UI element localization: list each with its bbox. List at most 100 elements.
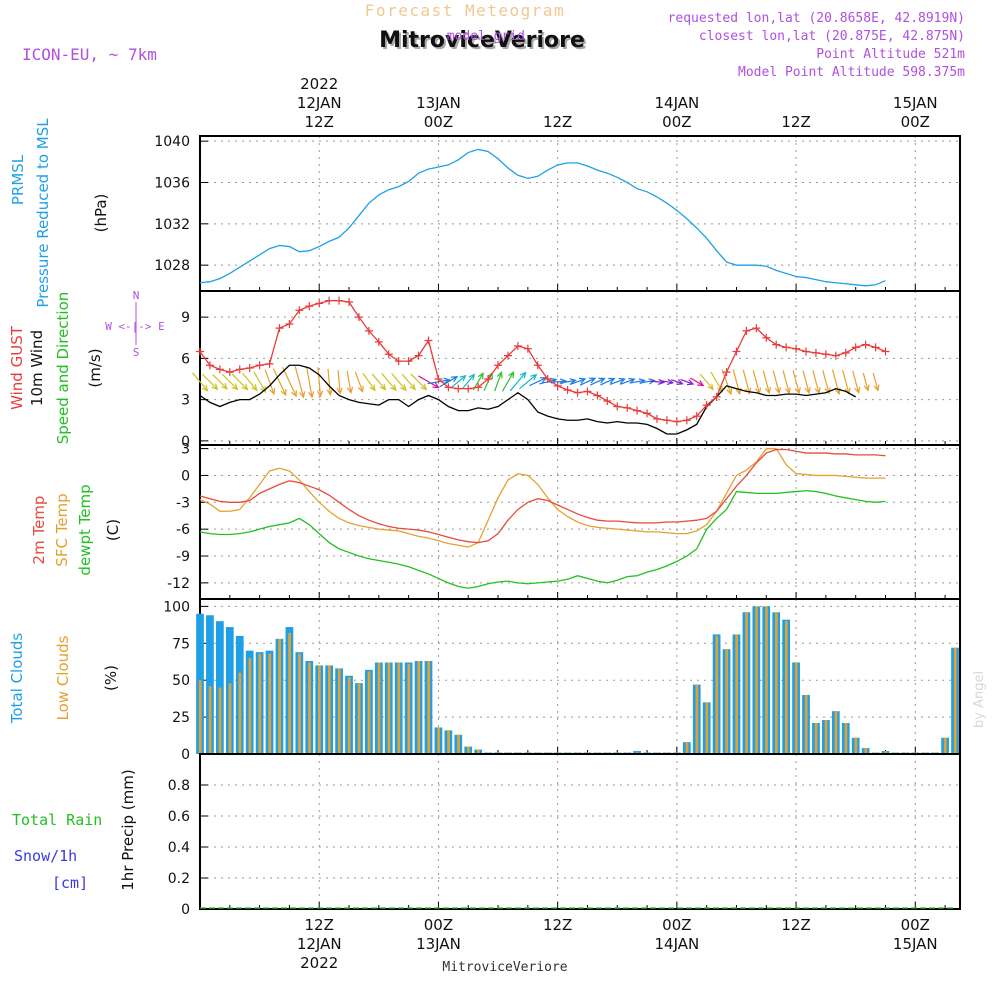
low-cloud-bar: [794, 662, 798, 754]
wind-arrow: [221, 373, 238, 390]
low-cloud-bar: [804, 694, 808, 754]
wind-arrow: [852, 370, 860, 393]
wind-arrow: [782, 370, 790, 394]
top-time-label: 13JAN: [416, 94, 461, 112]
wind-arrow: [439, 376, 458, 388]
low-cloud-bar: [953, 647, 957, 754]
forecast-label: Forecast Meteogram: [365, 1, 565, 20]
wind-compass: N W <-|-> E S: [105, 289, 165, 359]
wind-arrow: [294, 366, 305, 398]
wind-gust-marker: [543, 375, 552, 383]
low-cloud-bar: [327, 665, 331, 754]
wind-ytick-label: 9: [181, 310, 190, 326]
low-cloud-bar: [228, 683, 232, 754]
dewpt-label: dewpt Temp: [76, 484, 94, 575]
wind-arrow: [418, 375, 439, 389]
top-time-label: 00Z: [901, 113, 930, 131]
wind-arrow-head: [346, 386, 354, 394]
wind-arrow-head: [468, 373, 476, 381]
wind-arrow: [762, 370, 770, 394]
pressure-label-long: Pressure Reduced to MSL: [34, 118, 52, 308]
wind-arrow-head: [745, 387, 752, 395]
wind-gust-marker: [652, 414, 661, 423]
wind-gust-marker: [454, 384, 463, 393]
total-cloud-bar: [206, 615, 214, 754]
wind-gust-marker: [295, 306, 304, 315]
station-title: MitroviceVeriore: [379, 28, 585, 53]
low-clouds-label: Low Clouds: [54, 635, 72, 720]
low-cloud-bar: [347, 677, 351, 754]
low-cloud-bar: [467, 746, 470, 754]
wind-gust-marker: [702, 401, 711, 410]
compass-n: N: [133, 289, 140, 302]
clouds-ytick-label: 75: [172, 636, 190, 652]
cloud-bars: [196, 606, 959, 754]
wind-arrow: [802, 370, 810, 394]
wind-arrow-head: [863, 384, 870, 392]
panels: 1028 1032 1036 1040 PRMSL Pressure Reduced to…: [8, 118, 961, 918]
precip-frame: [199, 753, 961, 910]
point-altitude: Point Altitude 521m: [816, 47, 965, 62]
wind-gust-marker: [722, 368, 731, 377]
wind-arrow-head: [369, 384, 376, 392]
wind-arrow-head: [618, 377, 626, 384]
wind-arrow-head: [260, 385, 267, 394]
wind-arrow: [253, 371, 267, 393]
low-cloud-bar: [417, 661, 421, 754]
wind-gust-marker: [762, 333, 771, 342]
pressure-label: PRMSL: [9, 154, 27, 205]
temperature-ytick-label: 3: [181, 442, 190, 458]
wind-gust-marker: [335, 296, 344, 305]
wind-arrow-head: [579, 377, 587, 384]
wind-arrow-head: [804, 386, 811, 395]
low-cloud-bar: [377, 662, 381, 754]
wind-gust-marker: [265, 359, 274, 368]
low-cloud-bar: [437, 727, 440, 754]
wind-arrow: [792, 370, 800, 394]
wind-arrow: [742, 369, 751, 394]
low-cloud-bar: [298, 653, 301, 754]
wind-gust-marker: [742, 326, 751, 335]
wind-gust-marker: [732, 347, 741, 356]
wind-gust-marker: [682, 416, 691, 425]
wind-arrow: [609, 378, 625, 385]
top-time-label: 12JAN: [297, 94, 342, 112]
wind-gust-marker: [384, 350, 393, 359]
wind-arrow-head: [432, 382, 440, 389]
wind-arrow-head: [211, 383, 219, 391]
wind-gust-marker: [811, 348, 820, 357]
wind-arrow: [501, 371, 514, 392]
wind-arrow: [305, 366, 313, 398]
wind-arrow-head: [459, 374, 467, 382]
low-cloud-bar: [735, 634, 739, 754]
bottom-time-label: 14JAN: [654, 935, 699, 953]
wind-gust-marker: [225, 368, 234, 377]
snow-unit: [cm]: [52, 874, 88, 892]
low-cloud-bar: [755, 606, 758, 754]
low-cloud-bar: [725, 649, 729, 754]
temperature-panel: 3 0 -3 -6 -9 -12 2m Temp SFC Temp dewpt Temp (C): [30, 442, 961, 600]
low-cloud-bar: [784, 621, 788, 754]
pressure-ytick-label: 1028: [154, 258, 190, 274]
wind-arrow: [212, 374, 228, 390]
wind-arrow-head: [201, 384, 209, 392]
wind-gust-marker: [245, 364, 254, 372]
wind-arrow-head: [379, 383, 387, 391]
wind-arrow: [650, 380, 664, 383]
wind-arrow: [862, 372, 869, 391]
top-time-label: 00Z: [662, 113, 691, 131]
wind-arrow: [812, 370, 820, 394]
precip-ytick-label: 0.8: [168, 778, 190, 794]
wind-gust-marker: [851, 343, 860, 352]
wind-arrow: [450, 375, 466, 389]
wind-gust-marker: [255, 361, 264, 370]
low-cloud-bar: [715, 635, 719, 754]
pressure-unit: (hPa): [92, 194, 110, 233]
wind-gust-marker: [394, 357, 403, 366]
wind-arrow-head: [598, 377, 606, 384]
wind-gust-marker: [434, 375, 443, 383]
wind-arrow: [337, 370, 341, 394]
wind-gust-marker: [672, 417, 681, 426]
wind-gust-marker: [424, 336, 433, 345]
wind-arrow-head: [854, 386, 861, 395]
